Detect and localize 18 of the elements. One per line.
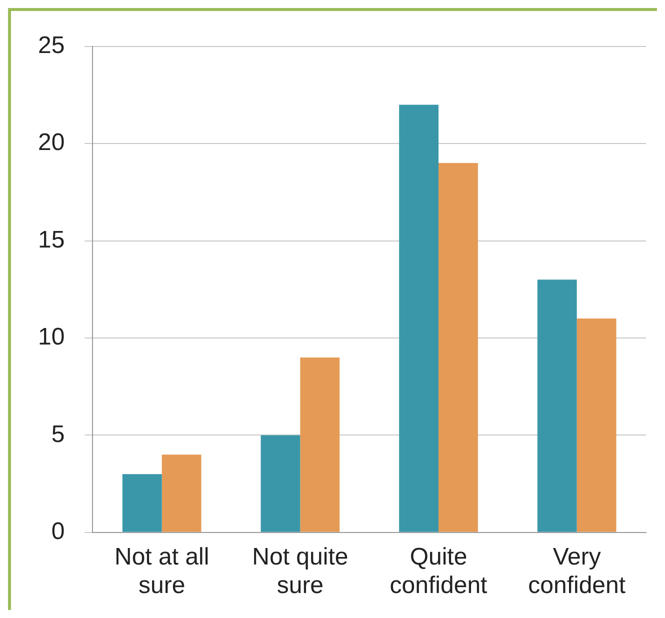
bar	[438, 163, 478, 532]
x-tick-label: Very confident	[528, 543, 626, 600]
bar	[399, 104, 439, 532]
y-tick-label: 10	[38, 324, 65, 351]
bar	[537, 280, 577, 532]
bar	[300, 357, 340, 532]
bar	[576, 318, 616, 532]
y-tick-label: 15	[38, 226, 65, 254]
bar	[162, 454, 202, 532]
y-tick-label: 20	[38, 129, 65, 156]
bar	[260, 435, 300, 532]
x-tick-label: Not quite sure	[252, 543, 348, 600]
x-tick-label: Not at all sure	[114, 543, 210, 600]
bar	[122, 474, 162, 532]
x-tick-label: Quite confident	[390, 543, 488, 600]
y-tick-label: 25	[38, 32, 65, 60]
y-tick-label: 0	[51, 518, 65, 546]
y-tick-label: 5	[51, 420, 65, 448]
